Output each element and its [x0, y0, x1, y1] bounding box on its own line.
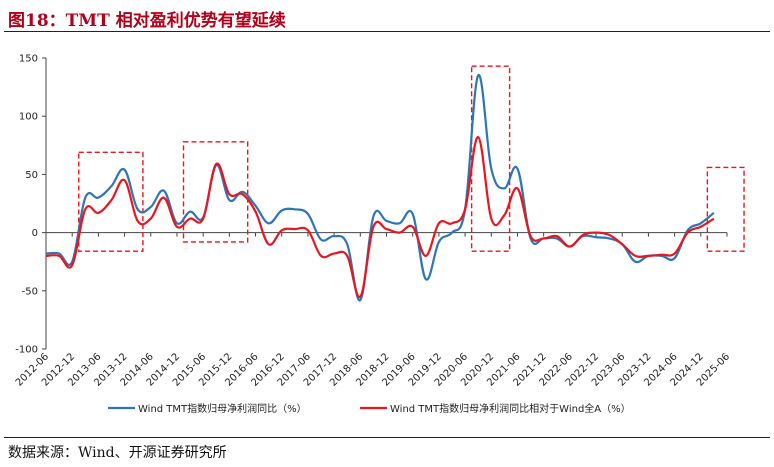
legend-label-tmt: Wind TMT指数归母净利润同比（%）: [138, 402, 307, 415]
chart-legend: Wind TMT指数归母净利润同比（%） Wind TMT指数归母净利润同比相对…: [108, 402, 631, 415]
figure-title: 图18：TMT 相对盈利优势有望延续: [8, 11, 286, 31]
series-line-tmt: [45, 74, 715, 302]
highlight-box: [706, 166, 745, 252]
highlight-box: [182, 141, 249, 243]
legend-label-relative: Wind TMT指数归母净利润同比相对于Wind全A（%）: [390, 402, 631, 415]
series-line-relative: [45, 136, 715, 298]
source-rule: [4, 437, 770, 438]
series-lines: [45, 74, 715, 302]
highlight-box: [78, 151, 144, 252]
figure-source: 数据来源：Wind、开源证券研究所: [8, 445, 227, 461]
y-tick-label: 150: [19, 54, 38, 65]
y-tick-label: 0: [32, 228, 38, 239]
y-tick-label: -50: [22, 286, 38, 297]
y-tick-label: 50: [25, 170, 38, 181]
title-rule: [4, 31, 770, 32]
y-tick-label: -100: [15, 345, 38, 356]
y-tick-label: 100: [19, 112, 38, 123]
